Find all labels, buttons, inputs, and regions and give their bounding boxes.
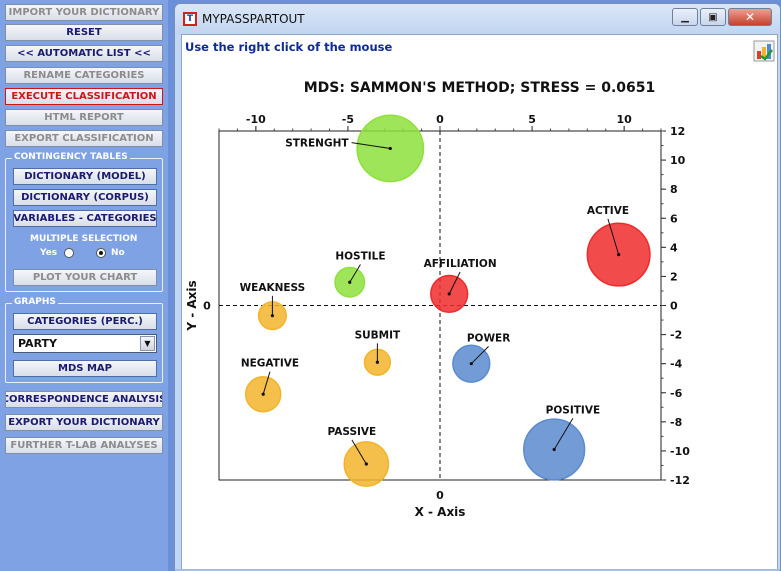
y-tick-label: -10 xyxy=(670,445,690,458)
variables-categories-button[interactable]: VARIABLES - CATEGORIES xyxy=(13,210,157,227)
dictionary-corpus-button[interactable]: DICTIONARY (CORPUS) xyxy=(13,189,157,206)
x-tick-label: 0 xyxy=(436,113,444,126)
maximize-icon: ▣ xyxy=(708,11,718,23)
contingency-tables-title: CONTINGENCY TABLES xyxy=(12,152,130,162)
minimize-button[interactable]: ▁ xyxy=(672,8,698,26)
y-tick-label: -6 xyxy=(670,387,683,400)
bubble-label-strenght: STRENGHT xyxy=(285,138,349,150)
leader-line-positive xyxy=(553,418,574,450)
html-report-button[interactable]: HTML REPORT xyxy=(5,109,163,126)
x-zero-label: 0 xyxy=(436,489,444,502)
leader-line-hostile xyxy=(349,264,361,283)
no-label: No xyxy=(111,248,125,258)
export-dictionary-button[interactable]: EXPORT YOUR DICTIONARY xyxy=(5,414,163,431)
chart-area[interactable]: Use the right click of the mouse MDS: SA… xyxy=(181,34,778,571)
left-panel: IMPORT YOUR DICTIONARY RESET << AUTOMATI… xyxy=(0,0,168,571)
bubble-label-power: POWER xyxy=(467,332,510,344)
x-tick-label: -5 xyxy=(342,113,354,126)
chart-tool-icon[interactable] xyxy=(753,40,775,62)
chevron-down-icon[interactable]: ▼ xyxy=(140,336,155,351)
x-tick-label: 10 xyxy=(617,113,633,126)
leader-line-strenght xyxy=(351,142,391,149)
rename-categories-button[interactable]: RENAME CATEGORIES xyxy=(5,67,163,84)
mds-map-button[interactable]: MDS MAP xyxy=(13,360,157,377)
mds-chart: -10 -5 0 5 10 12 10 8 6 4 2 0 -2 -4 -6 -8 -10 -12 0 0 X - Ax… xyxy=(185,113,690,519)
app-icon: T xyxy=(183,12,197,26)
party-select[interactable]: PARTY ▼ xyxy=(13,334,157,353)
chart-title: MDS: SAMMON'S METHOD; STRESS = 0.0651 xyxy=(303,80,656,96)
leader-line-power xyxy=(470,346,489,365)
hint-text: Use the right click of the mouse xyxy=(185,40,393,54)
graphs-title: GRAPHS xyxy=(12,297,58,307)
bubble-label-passive: PASSIVE xyxy=(328,426,377,438)
execute-classification-button[interactable]: EXECUTE CLASSIFICATION xyxy=(5,88,163,105)
window-title: MYPASSPARTOUT xyxy=(202,12,305,26)
y-tick-label: -4 xyxy=(670,358,683,371)
dictionary-model-button[interactable]: DICTIONARY (MODEL) xyxy=(13,168,157,185)
y-axis-label: Y - Axis xyxy=(185,280,199,331)
bubble-label-submit: SUBMIT xyxy=(355,329,401,341)
y-tick-label: 12 xyxy=(670,125,685,138)
y-tick-label: 10 xyxy=(670,154,686,167)
leader-line-passive xyxy=(351,439,367,465)
leader-line-negative xyxy=(262,371,271,395)
correspondence-analysis-button[interactable]: CORRESPONDENCE ANALYSIS xyxy=(5,391,163,408)
further-analyses-button[interactable]: FURTHER T-LAB ANALYSES xyxy=(5,437,163,454)
export-classification-button[interactable]: EXPORT CLASSIFICATION xyxy=(5,130,163,147)
multiple-selection-label: MULTIPLE SELECTION xyxy=(30,234,138,244)
bubble-label-affiliation: AFFILIATION xyxy=(424,258,497,270)
x-tick-label: 5 xyxy=(528,113,536,126)
bubble-label-negative: NEGATIVE xyxy=(241,358,299,370)
x-tick-label: -10 xyxy=(246,113,266,126)
y-tick-label: -12 xyxy=(670,474,690,487)
y-tick-label: -8 xyxy=(670,416,682,429)
x-axis-label: X - Axis xyxy=(415,505,466,519)
close-button[interactable]: ✕ xyxy=(728,8,772,26)
leader-line-active xyxy=(607,218,620,255)
bubble-label-active: ACTIVE xyxy=(587,205,629,217)
close-icon: ✕ xyxy=(744,10,756,24)
graphs-group xyxy=(5,303,163,383)
maximize-button[interactable]: ▣ xyxy=(700,8,726,26)
window-frame-bottom xyxy=(175,569,780,571)
minimize-icon: ▁ xyxy=(681,11,689,23)
no-radio[interactable] xyxy=(96,248,106,258)
y-tick-label: 0 xyxy=(670,300,678,313)
reset-button[interactable]: RESET xyxy=(5,24,163,41)
automatic-list-button[interactable]: << AUTOMATIC LIST << xyxy=(5,45,163,62)
y-tick-label: 8 xyxy=(670,183,678,196)
import-dictionary-button[interactable]: IMPORT YOUR DICTIONARY xyxy=(5,4,163,21)
mds-window: T MYPASSPARTOUT ▁ ▣ ✕ Use the right clic… xyxy=(174,3,781,571)
bubble-label-positive: POSITIVE xyxy=(546,404,600,416)
bubble-label-hostile: HOSTILE xyxy=(335,250,385,262)
y-tick-label: -2 xyxy=(670,329,682,342)
y-zero-label: 0 xyxy=(203,300,211,313)
party-select-value: PARTY xyxy=(18,337,58,350)
bubble-label-weakness: WEAKNESS xyxy=(240,282,306,294)
categories-perc-button[interactable]: CATEGORIES (PERC.) xyxy=(13,313,157,330)
yes-radio[interactable] xyxy=(64,248,74,258)
y-tick-label: 2 xyxy=(670,270,678,283)
y-tick-label: 4 xyxy=(670,241,678,254)
yes-label: Yes xyxy=(40,248,58,258)
y-tick-label: 6 xyxy=(670,212,678,225)
title-bar[interactable]: T MYPASSPARTOUT ▁ ▣ ✕ xyxy=(175,4,780,34)
leader-line-affiliation xyxy=(448,271,461,295)
plot-chart-button[interactable]: PLOT YOUR CHART xyxy=(13,269,157,286)
